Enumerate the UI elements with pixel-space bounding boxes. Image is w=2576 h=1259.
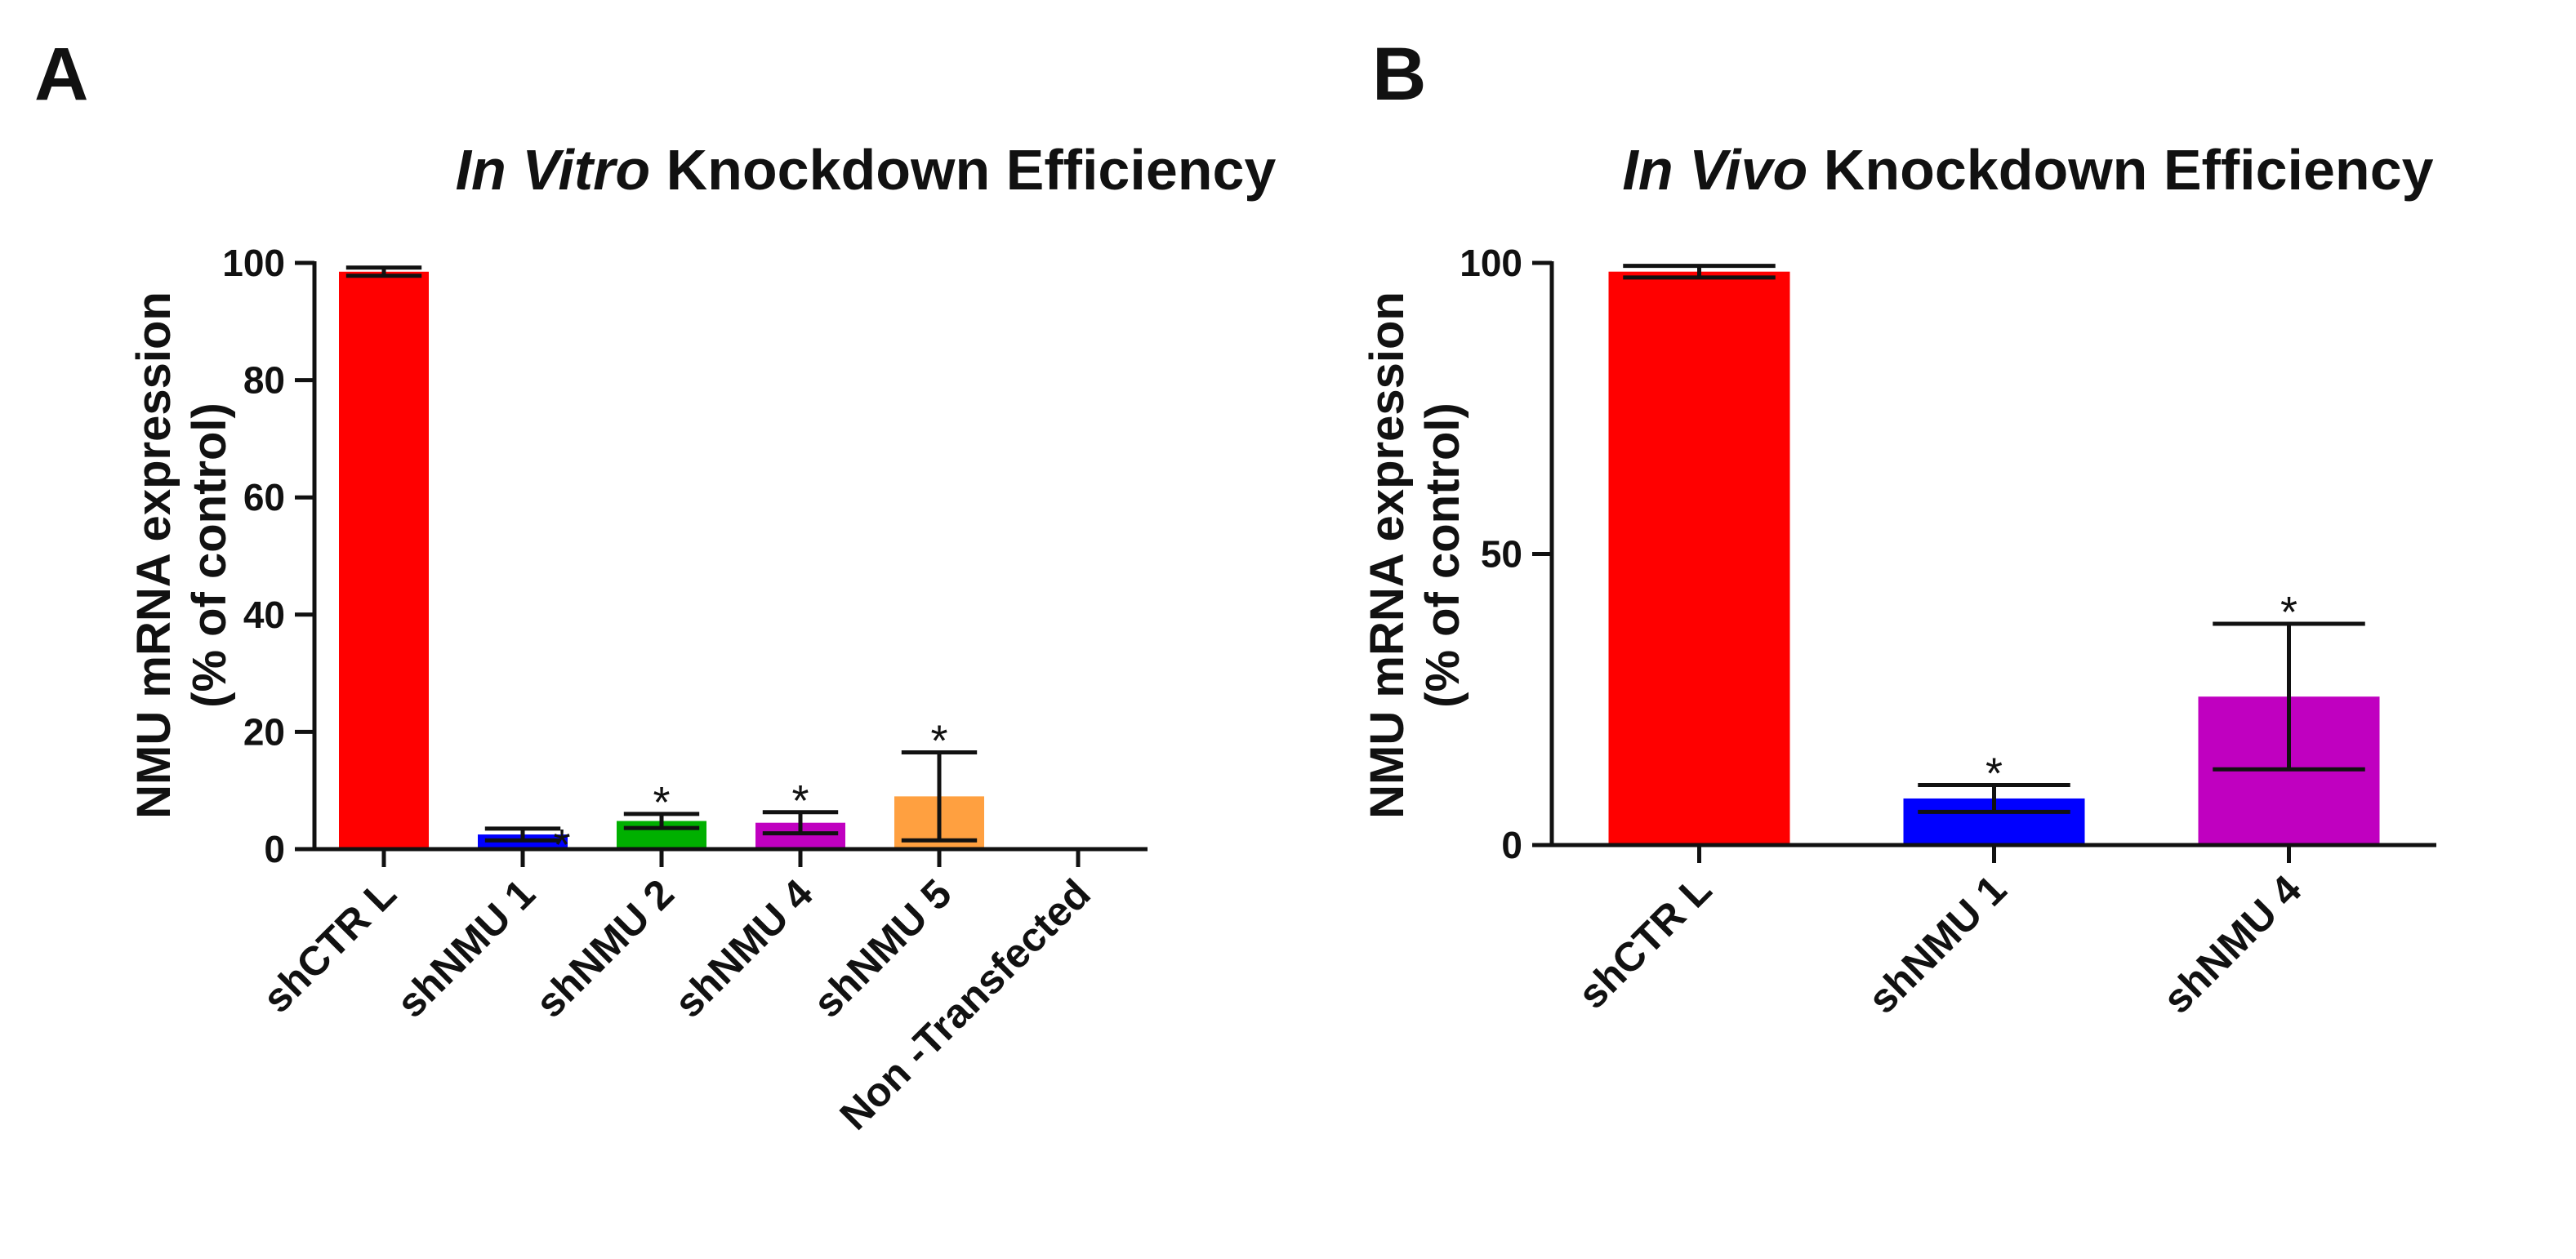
category-label-3: shNMU 4 bbox=[2154, 866, 2310, 1022]
category-label-1: shCTR L bbox=[254, 870, 405, 1021]
chart-title-rest: Knockdown Efficiency bbox=[650, 138, 1276, 202]
y-axis-label-line1: NMU mRNA expression bbox=[1361, 291, 1414, 819]
category-label-2: shNMU 1 bbox=[388, 870, 544, 1026]
panel-letter: B bbox=[1372, 33, 1426, 116]
chart-title-rest: Knockdown Efficiency bbox=[1807, 138, 2433, 202]
chart-title: In Vitro Knockdown Efficiency bbox=[456, 138, 1277, 202]
y-axis-label-line1: NMU mRNA expression bbox=[127, 291, 180, 819]
significance-star-2: * bbox=[1985, 750, 2003, 799]
significance-star-3: * bbox=[653, 778, 670, 827]
bar-1 bbox=[339, 271, 429, 849]
category-label-6: Non -Transfected bbox=[831, 870, 1099, 1138]
panel-letter: A bbox=[34, 33, 88, 116]
y-tick-label: 100 bbox=[222, 242, 285, 284]
y-tick-label: 0 bbox=[1501, 824, 1522, 866]
y-tick-label: 100 bbox=[1460, 242, 1522, 284]
significance-star-2: * bbox=[553, 821, 570, 870]
bar-1 bbox=[1608, 271, 1790, 845]
y-tick-label: 0 bbox=[264, 828, 285, 870]
panel-a-chart: A In Vitro Knockdown Efficiency NMU mRNA e… bbox=[34, 33, 1276, 1139]
significance-star-3: * bbox=[2280, 588, 2297, 637]
category-label-2: shNMU 1 bbox=[1859, 866, 2015, 1022]
chart-title-italic: In Vivo bbox=[1622, 138, 1807, 202]
significance-star-4: * bbox=[791, 776, 809, 825]
y-tick-label: 80 bbox=[243, 359, 285, 402]
y-tick-label: 40 bbox=[243, 594, 285, 636]
chart-title-italic: In Vitro bbox=[456, 138, 651, 202]
panel-b-chart: B In Vivo Knockdown Efficiency NMU mRNA ex… bbox=[1361, 33, 2436, 1022]
y-axis-label-line2: (% of control) bbox=[1416, 403, 1469, 708]
significance-star-5: * bbox=[930, 717, 947, 766]
y-tick-label: 50 bbox=[1481, 533, 1522, 576]
y-tick-label: 20 bbox=[243, 710, 285, 753]
category-label-3: shNMU 2 bbox=[527, 870, 683, 1026]
chart-title: In Vivo Knockdown Efficiency bbox=[1622, 138, 2433, 202]
y-axis-label-line2: (% of control) bbox=[183, 403, 236, 708]
category-label-1: shCTR L bbox=[1569, 866, 1720, 1017]
category-label-4: shNMU 4 bbox=[666, 870, 822, 1026]
y-tick-label: 60 bbox=[243, 476, 285, 518]
